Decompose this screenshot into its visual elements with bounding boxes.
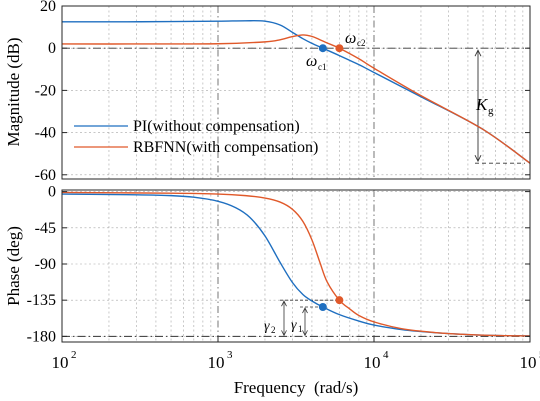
svg-text:2: 2: [271, 325, 276, 335]
crossover-marker-pi-phase: [318, 303, 327, 312]
crossover-marker-rbfnn-phase: [335, 296, 344, 305]
x-axis-label: Frequency (rad/s): [234, 378, 359, 397]
phase-margin-1-arrow-head-top: [302, 307, 308, 314]
x-tick-label: 10: [52, 353, 69, 372]
magnitude-y-tick-label: -60: [35, 167, 56, 184]
legend-label-rbfnn: RBFNN(with compensation): [133, 139, 318, 156]
magnitude-y-axis-label: Magnitude (dB): [4, 37, 23, 146]
svg-text:ω: ω: [345, 30, 356, 47]
phase-y-tick-label: -45: [35, 220, 56, 237]
phase-y-tick-label: 0: [48, 184, 56, 201]
magnitude-y-tick-label: -40: [35, 125, 56, 142]
magnitude-y-ticks: 20 0 -20 -40 -60: [35, 0, 530, 184]
gain-margin-arrowhead-top: [474, 49, 482, 57]
svg-text:c2: c2: [357, 38, 366, 48]
magnitude-y-tick-label: 0: [48, 40, 56, 57]
crossover-marker-rbfnn-magnitude: [335, 44, 344, 53]
magnitude-line-pi: [62, 20, 530, 164]
gain-margin-arrowhead-bottom: [474, 154, 482, 163]
x-tick-label: 10: [364, 353, 381, 372]
annotation-omega-c1: ω c1: [306, 53, 327, 72]
phase-y-tick-label: -90: [35, 256, 56, 273]
phase-margin-2-arrow-head-top: [281, 300, 287, 307]
phase-grid: [62, 190, 530, 342]
annotation-gamma1: γ 1: [291, 318, 303, 334]
phase-margin-1-arrow-head-bottom: [302, 330, 308, 337]
magnitude-line-rbfnn: [62, 34, 530, 164]
phase-margin-2-arrow-head-bottom: [281, 330, 287, 337]
frequency-x-ticks: 102103104105: [52, 337, 540, 372]
svg-text:1: 1: [298, 324, 303, 334]
svg-text:c1: c1: [318, 62, 327, 72]
x-tick-label: 10: [520, 353, 537, 372]
svg-text:γ: γ: [264, 319, 270, 334]
phase-y-ticks: 0 -45 -90 -135 -180: [27, 184, 530, 345]
annotation-gamma2: γ 2: [264, 319, 276, 335]
phase-y-tick-label: -180: [27, 328, 56, 345]
svg-text:ω: ω: [306, 53, 317, 70]
legend-label-pi: PI(without compensation): [133, 118, 300, 135]
svg-text:g: g: [488, 105, 494, 117]
crossover-marker-pi-magnitude: [318, 44, 327, 53]
svg-text:γ: γ: [291, 318, 297, 333]
x-tick-exponent: 2: [71, 349, 77, 361]
legend: PI(without compensation) RBFNN(with comp…: [74, 118, 318, 156]
magnitude-axes-frame: [61, 5, 531, 180]
phase-y-axis-label: Phase (deg): [4, 226, 23, 306]
phase-y-tick-label: -135: [27, 292, 56, 309]
crossover-markers: [318, 44, 344, 312]
x-tick-label: 10: [208, 353, 225, 372]
phase-axes-frame: [61, 189, 531, 343]
phase-reference-lines: [62, 299, 530, 337]
magnitude-y-tick-label: -20: [35, 82, 56, 99]
phase-line-rbfnn: [62, 191, 530, 337]
phase-series: [62, 191, 530, 337]
magnitude-reference-lines: [62, 47, 530, 164]
magnitude-y-tick-label: 20: [40, 0, 56, 15]
x-tick-exponent: 4: [383, 349, 389, 361]
annotation-omega-c2: ω c2: [345, 30, 366, 48]
x-tick-exponent: 3: [227, 349, 233, 361]
annotation-kg: K g: [475, 95, 494, 117]
phase-line-pi: [62, 193, 530, 337]
magnitude-series: [62, 20, 530, 164]
svg-text:K: K: [475, 95, 489, 114]
